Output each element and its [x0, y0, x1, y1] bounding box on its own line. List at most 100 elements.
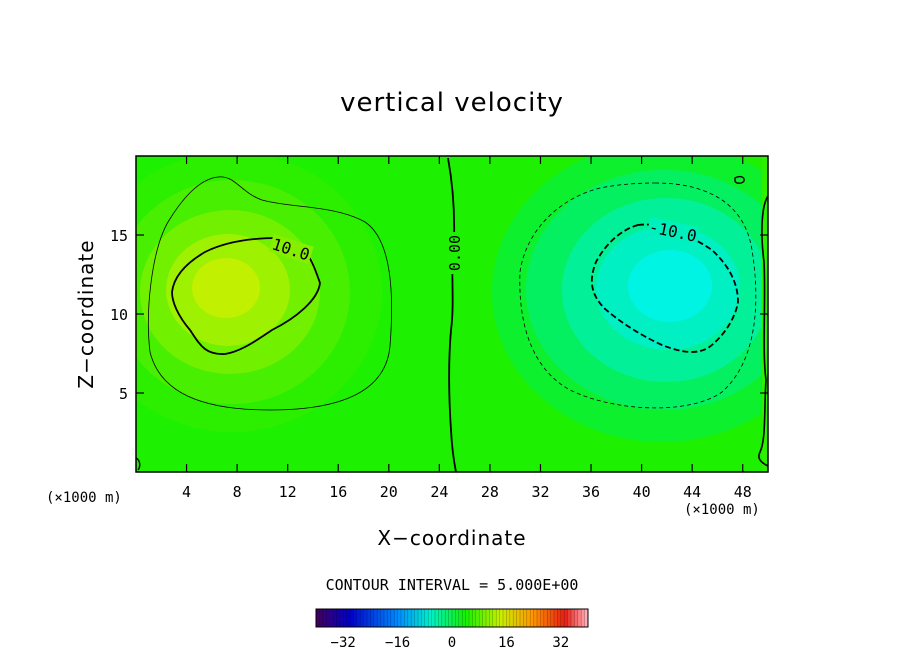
colorbar-cell	[465, 609, 470, 627]
colorbar-cell	[520, 609, 524, 627]
colorbar-cell	[333, 609, 337, 627]
colorbar-cell	[377, 609, 381, 627]
x-tick-label: 36	[582, 483, 600, 501]
colorbar-cell	[394, 609, 398, 627]
colorbar-cell	[479, 609, 483, 627]
colorbar-cell	[574, 609, 579, 627]
contour-left-edge	[136, 457, 141, 471]
colorbar-cell	[353, 609, 358, 627]
colorbar-tick-label: −16	[385, 635, 410, 651]
colorbar-cell	[475, 609, 480, 627]
colorbar-cell	[418, 609, 422, 627]
colorbar-cell	[445, 609, 449, 627]
colorbar-cell	[564, 609, 568, 627]
colorbar-cell	[523, 609, 528, 627]
colorbar-cell	[316, 609, 320, 627]
colorbar-cell	[339, 609, 344, 627]
x-tick-label: 24	[430, 483, 448, 501]
colorbar-cell	[350, 609, 354, 627]
colorbar-cell	[581, 609, 585, 627]
colorbar-cell	[380, 609, 385, 627]
x-tick-label: 48	[734, 483, 752, 501]
x-tick-label: 16	[329, 483, 347, 501]
colorbar-cell	[363, 609, 368, 627]
colorbar-cell	[537, 609, 541, 627]
colorbar-cell	[356, 609, 361, 627]
colorbar-cell	[421, 609, 426, 627]
contour-small-loop	[734, 175, 745, 184]
colorbar-cell	[560, 609, 565, 627]
x-tick-label: 20	[380, 483, 398, 501]
colorbar-cell	[530, 609, 534, 627]
colorbar-cell	[516, 609, 521, 627]
colorbar-cell	[506, 609, 511, 627]
colorbar-cell	[401, 609, 405, 627]
colorbar-cell	[458, 609, 463, 627]
colorbar-cell	[526, 609, 531, 627]
colorbar-cell	[550, 609, 555, 627]
colorbar-cell	[407, 609, 412, 627]
contour-0-line	[447, 157, 457, 472]
colorbar-tick-label: 16	[498, 635, 515, 651]
colorbar-cell	[486, 609, 490, 627]
colorbar-cell	[496, 609, 500, 627]
colorbar-cell	[428, 609, 432, 627]
colorbar-cell	[448, 609, 453, 627]
colorbar-cell	[404, 609, 409, 627]
colorbar-cell	[577, 609, 582, 627]
contour-interval-label: CONTOUR INTERVAL = 5.000E+00	[325, 576, 579, 594]
colorbar-tick-label: 32	[552, 635, 569, 651]
colorbar-cell	[571, 609, 575, 627]
colorbar-tick-label: −32	[331, 635, 356, 651]
colorbar-cell	[387, 609, 392, 627]
x-tick-label: 12	[279, 483, 297, 501]
colorbar-cell	[455, 609, 460, 627]
colorbar-cell	[472, 609, 477, 627]
y-tick-label: 5	[119, 385, 128, 403]
colorbar-cell	[492, 609, 497, 627]
colorbar-cell	[513, 609, 517, 627]
y-tick-label: 10	[110, 306, 128, 324]
x-tick-label: 28	[481, 483, 499, 501]
colorbar-cell	[540, 609, 545, 627]
colorbar-cell	[452, 609, 456, 627]
colorbar-cell	[441, 609, 446, 627]
contour-5-updraft	[148, 176, 392, 411]
x-tick-label: 40	[633, 483, 651, 501]
colorbar-cell	[489, 609, 494, 627]
x-unit-label-left: (×1000 m)	[46, 490, 122, 506]
y-axis: 5 10 15	[110, 227, 768, 403]
colorbar-cell	[343, 609, 347, 627]
colorbar-cell	[567, 609, 572, 627]
colorbar-cell	[424, 609, 429, 627]
velocity-field	[136, 156, 768, 472]
colorbar-cell	[557, 609, 562, 627]
contour-label-zero: 0.00	[446, 235, 464, 271]
colorbar-cell	[438, 609, 443, 627]
colorbar-cell	[326, 609, 330, 627]
colorbar-cell	[499, 609, 504, 627]
contour-10-updraft	[171, 237, 321, 355]
colorbar-cell	[482, 609, 487, 627]
contour-minus10-downdraft	[590, 223, 739, 353]
colorbar-cell	[329, 609, 334, 627]
colorbar-cell	[547, 609, 551, 627]
x-tick-label: 32	[531, 483, 549, 501]
x-tick-label: 44	[683, 483, 701, 501]
colorbar-cell	[373, 609, 378, 627]
colorbar-cell	[462, 609, 466, 627]
colorbar-cell	[414, 609, 419, 627]
x-axis: 4 8 12 16 20 24 28 32 36 40 44 48	[182, 156, 752, 501]
x-axis-label: X−coordinate	[377, 526, 527, 550]
colorbar-frame	[315, 608, 589, 628]
chart-title: vertical velocity	[340, 88, 564, 118]
contour-minus5-downdraft	[519, 182, 757, 409]
colorbar-tick-label: 0	[448, 635, 456, 651]
colorbar-cell	[554, 609, 558, 627]
colorbar-cell	[336, 609, 341, 627]
contour-right-edge	[758, 195, 768, 467]
colorbar-cell	[503, 609, 507, 627]
contour-lines	[136, 157, 768, 472]
colorbar-cell	[469, 609, 473, 627]
